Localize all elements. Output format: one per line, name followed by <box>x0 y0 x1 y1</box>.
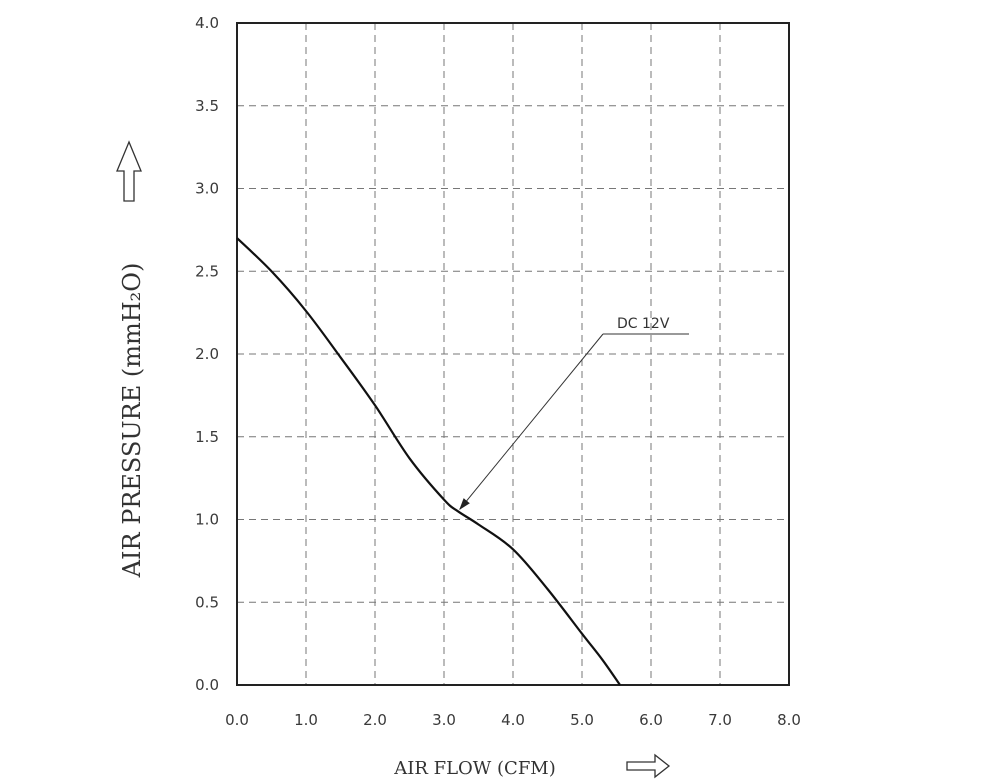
x-tick-label: 2.0 <box>363 711 387 729</box>
series-line <box>236 237 621 686</box>
x-tick-label: 6.0 <box>639 711 663 729</box>
x-tick-label: 1.0 <box>294 711 318 729</box>
y-tick-label: 0.0 <box>195 676 219 694</box>
x-axis-title: AIR FLOW (CFM) <box>393 758 556 779</box>
series-layer <box>236 237 621 686</box>
x-tick-label: 0.0 <box>225 711 249 729</box>
y-tick-label: 0.5 <box>195 593 219 611</box>
y-tick-label: 1.0 <box>195 511 219 529</box>
y-direction-arrow-icon <box>116 140 142 202</box>
y-tick-label: 3.5 <box>195 97 219 115</box>
annotation-label: DC 12V <box>617 316 670 332</box>
x-tick-label: 4.0 <box>501 711 525 729</box>
annotation-layer: DC 12V <box>459 316 689 510</box>
y-tick-label: 4.0 <box>195 14 219 32</box>
annotation-arrow <box>459 333 604 510</box>
y-tick-label: 3.0 <box>195 180 219 198</box>
y-tick-label: 2.5 <box>195 262 219 280</box>
plot-frame <box>236 22 790 686</box>
y-tick-label: 1.5 <box>195 428 219 446</box>
tick-labels: 0.0 1.0 2.0 3.0 4.0 5.0 6.0 7.0 8.0 0.0 0.5 1.0 1.5 2… <box>195 14 801 729</box>
y-tick-label: 2.0 <box>195 345 219 363</box>
grid <box>236 22 790 686</box>
x-tick-label: 3.0 <box>432 711 456 729</box>
x-tick-label: 7.0 <box>708 711 732 729</box>
x-tick-label: 5.0 <box>570 711 594 729</box>
x-tick-label: 8.0 <box>777 711 801 729</box>
x-direction-arrow-icon <box>626 753 671 779</box>
y-axis-title: AIR PRESSURE (mmH₂O) <box>118 263 146 579</box>
